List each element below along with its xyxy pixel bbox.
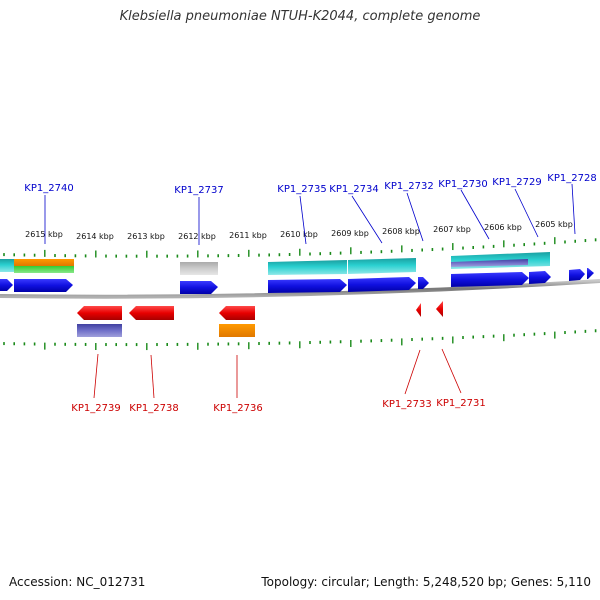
genome-summary-text: Topology: circular; Length: 5,248,520 bp… (261, 575, 591, 589)
feature-bar-purple (77, 324, 122, 337)
gene-label-kp1-2738[interactable]: KP1_2738 (129, 403, 178, 414)
reverse-genes (77, 301, 443, 320)
reverse-gene-arrow[interactable] (436, 301, 443, 317)
leader-line (150, 354, 155, 399)
forward-gene-arrow[interactable] (529, 271, 551, 284)
leader-line (93, 353, 99, 399)
feature-bars (0, 252, 550, 337)
leader-line (441, 348, 462, 394)
forward-gene-arrow[interactable] (451, 272, 529, 287)
leader-line (514, 188, 539, 238)
gene-label-kp1-2730[interactable]: KP1_2730 (438, 179, 487, 190)
forward-gene-arrow[interactable] (268, 279, 347, 293)
gene-label-kp1-2728[interactable]: KP1_2728 (547, 173, 596, 184)
gene-label-kp1-2735[interactable]: KP1_2735 (277, 184, 326, 195)
scale-label: 2605 kbp (535, 220, 573, 229)
feature-bar-purple (451, 259, 528, 267)
leader-line (404, 349, 421, 395)
scale-label: 2613 kbp (127, 232, 165, 241)
forward-gene-labels: KP1_2740 KP1_2737 KP1_2735 KP1_2734 KP1_… (24, 173, 596, 196)
leader-line (406, 192, 424, 242)
scale-label: 2610 kbp (280, 230, 318, 239)
gene-label-kp1-2740[interactable]: KP1_2740 (24, 183, 73, 194)
leader-line (351, 195, 383, 244)
reverse-gene-labels: KP1_2739 KP1_2738 KP1_2736 KP1_2733 KP1_… (71, 398, 485, 414)
feature-bar-gray (180, 262, 218, 275)
gene-label-kp1-2737[interactable]: KP1_2737 (174, 185, 223, 196)
map-title: Klebsiella pneumoniae NTUH-K2044, comple… (119, 9, 481, 24)
forward-gene-arrow[interactable] (348, 277, 416, 292)
forward-genes (0, 268, 594, 294)
reverse-gene-arrow[interactable] (219, 306, 255, 320)
forward-gene-arrow[interactable] (418, 277, 429, 289)
scale-label: 2611 kbp (229, 231, 267, 240)
scale-label: 2608 kbp (382, 227, 420, 236)
genome-backbone (0, 279, 600, 299)
leader-line (460, 189, 490, 240)
gene-label-kp1-2734[interactable]: KP1_2734 (329, 184, 378, 195)
feature-bar-cyan (0, 259, 14, 272)
gene-label-kp1-2729[interactable]: KP1_2729 (492, 177, 541, 188)
accession-text: Accession: NC_012731 (9, 575, 146, 589)
reverse-gene-arrow[interactable] (416, 303, 421, 317)
gene-label-kp1-2736[interactable]: KP1_2736 (213, 403, 262, 414)
scale-label: 2612 kbp (178, 232, 216, 241)
forward-gene-arrow[interactable] (180, 281, 218, 294)
scale-label: 2607 kbp (433, 225, 471, 234)
scale-label: 2614 kbp (76, 232, 114, 241)
scale-ticks-bottom (3, 329, 597, 351)
leader-line (299, 195, 307, 245)
scale-ticks-top (3, 237, 597, 258)
gene-label-kp1-2732[interactable]: KP1_2732 (384, 181, 433, 192)
forward-gene-arrow[interactable] (587, 268, 594, 279)
forward-gene-arrow[interactable] (569, 269, 585, 281)
feature-bar-cyan (268, 260, 347, 275)
gene-label-kp1-2739[interactable]: KP1_2739 (71, 403, 120, 414)
reverse-gene-arrow[interactable] (77, 306, 122, 320)
forward-label-lines (44, 183, 576, 245)
scale-label: 2615 kbp (25, 230, 63, 239)
feature-bar-orange (219, 324, 255, 337)
gene-label-kp1-2731[interactable]: KP1_2731 (436, 398, 485, 409)
scale-label: 2609 kbp (331, 229, 369, 238)
forward-gene-arrow[interactable] (0, 279, 13, 291)
feature-bar-orange (14, 259, 74, 266)
scale-labels: 2615 kbp 2614 kbp 2613 kbp 2612 kbp 2611… (25, 220, 573, 241)
reverse-label-lines (93, 348, 462, 399)
scale-label: 2606 kbp (484, 223, 522, 232)
reverse-gene-arrow[interactable] (129, 306, 174, 320)
forward-gene-arrow[interactable] (14, 279, 73, 292)
leader-line (571, 183, 576, 235)
feature-bar-cyan (348, 258, 416, 274)
feature-bar-green (14, 266, 74, 273)
gene-label-kp1-2733[interactable]: KP1_2733 (382, 399, 431, 410)
